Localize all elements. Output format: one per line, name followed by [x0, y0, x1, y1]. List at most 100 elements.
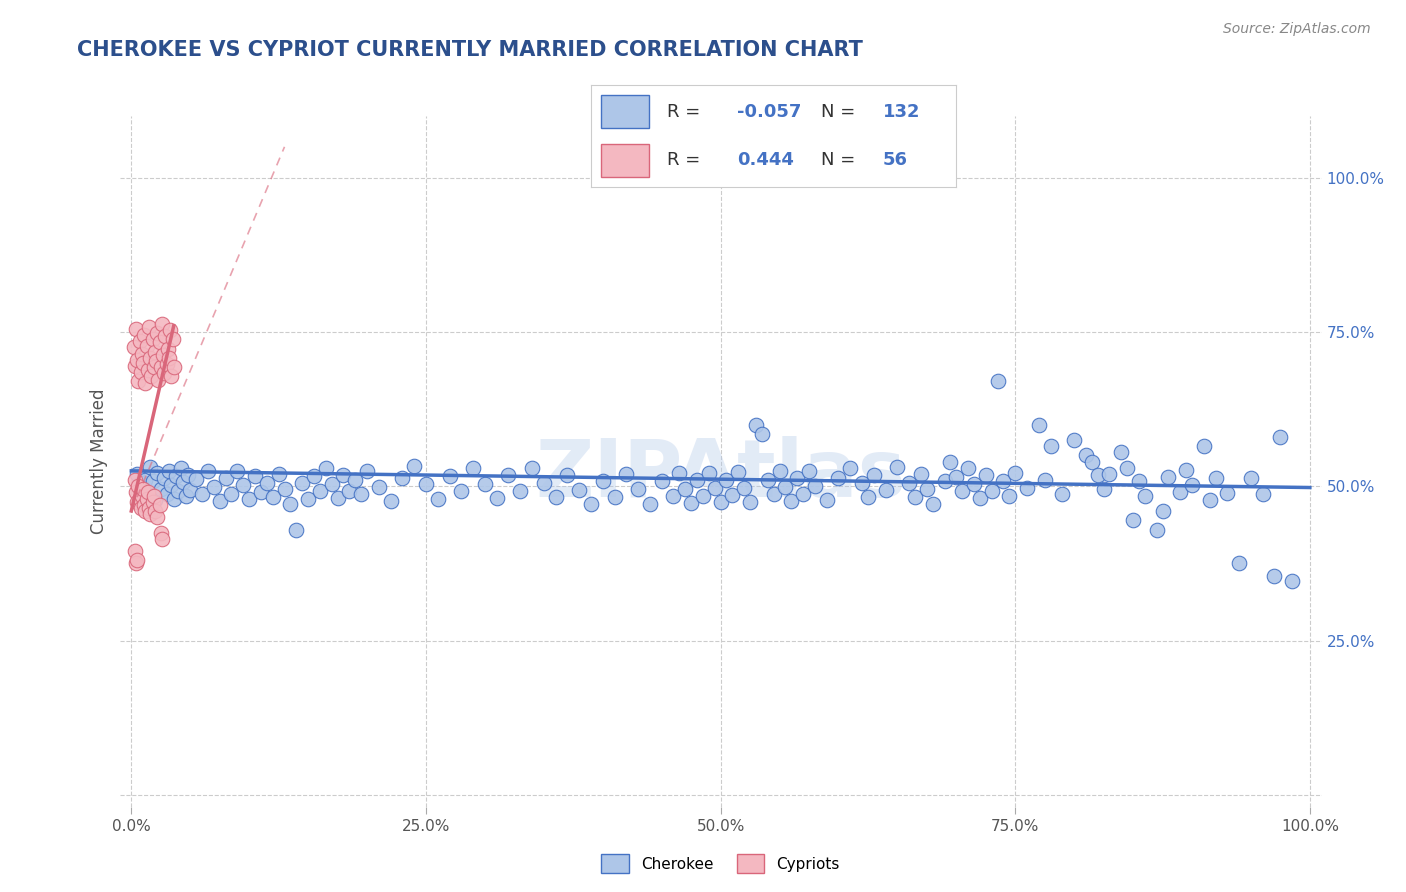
Text: ZIPAtlas: ZIPAtlas [536, 436, 905, 515]
Point [132, 356, 155, 370]
Point [485, 491, 508, 505]
Point [165, 469, 187, 483]
Point [149, 335, 172, 350]
Point [145, 354, 167, 368]
Point [156, 486, 179, 500]
Point [138, 500, 160, 515]
Legend: Cherokee, Cypriots: Cherokee, Cypriots [595, 848, 846, 880]
Point [139, 459, 162, 474]
Text: -0.057: -0.057 [737, 103, 801, 121]
Y-axis label: Currently Married: Currently Married [90, 389, 108, 534]
Point [208, 494, 231, 508]
Point [124, 544, 146, 558]
Point [149, 498, 172, 512]
Point [474, 476, 496, 491]
Point [243, 469, 266, 483]
Point [1122, 513, 1144, 527]
Point [321, 476, 343, 491]
Point [1039, 439, 1062, 453]
Point [1092, 483, 1115, 497]
Point [125, 322, 148, 336]
Point [461, 461, 484, 475]
Point [1227, 556, 1250, 570]
Point [827, 470, 849, 484]
Point [149, 360, 172, 375]
Point [910, 467, 932, 481]
Point [202, 480, 225, 494]
Point [1033, 473, 1056, 487]
Point [681, 496, 703, 510]
Point [179, 483, 201, 497]
Point [138, 320, 160, 334]
Point [898, 475, 921, 490]
Point [302, 468, 325, 483]
Point [262, 490, 284, 504]
Point [150, 317, 173, 331]
Point [350, 487, 373, 501]
Point [150, 532, 173, 546]
Text: 56: 56 [883, 151, 908, 169]
Point [1146, 523, 1168, 537]
Point [127, 479, 149, 493]
Point [904, 490, 927, 504]
Point [1087, 468, 1109, 483]
Point [957, 461, 980, 475]
Point [1081, 455, 1104, 469]
Point [426, 491, 449, 506]
Point [127, 467, 149, 481]
Point [1168, 485, 1191, 500]
Point [156, 342, 179, 356]
Point [148, 372, 170, 386]
Point [851, 476, 873, 491]
Point [568, 483, 591, 497]
Point [751, 426, 773, 441]
Point [969, 491, 991, 505]
Point [963, 476, 986, 491]
Point [380, 494, 402, 508]
Point [945, 470, 967, 484]
Point [143, 344, 166, 359]
Point [404, 458, 426, 473]
Point [157, 351, 180, 365]
Point [856, 491, 879, 505]
Point [167, 483, 190, 498]
Point [1133, 489, 1156, 503]
Point [129, 365, 152, 379]
Point [134, 376, 156, 390]
Point [815, 493, 838, 508]
Point [291, 476, 314, 491]
Point [638, 497, 661, 511]
Point [986, 375, 1008, 389]
Point [285, 523, 308, 537]
Point [191, 487, 214, 501]
Point [134, 328, 156, 343]
Point [141, 475, 163, 489]
Point [520, 460, 543, 475]
Point [127, 494, 149, 508]
Point [159, 323, 181, 337]
Point [1192, 439, 1215, 453]
Point [356, 465, 378, 479]
Point [1128, 475, 1150, 489]
Point [232, 478, 254, 492]
Point [135, 491, 157, 506]
Point [127, 352, 149, 367]
Point [309, 484, 332, 499]
Point [780, 494, 803, 508]
Point [797, 464, 820, 478]
Point [172, 475, 194, 489]
Text: R =: R = [668, 103, 700, 121]
Point [1063, 433, 1085, 447]
Text: 0.444: 0.444 [737, 151, 793, 169]
Text: N =: N = [821, 103, 855, 121]
Point [122, 340, 145, 354]
Point [450, 484, 472, 499]
Point [124, 359, 146, 373]
Point [142, 489, 165, 503]
Point [1263, 569, 1285, 583]
Point [128, 334, 150, 349]
Point [738, 494, 761, 508]
Point [131, 346, 153, 360]
Point [221, 486, 243, 500]
Point [238, 492, 260, 507]
